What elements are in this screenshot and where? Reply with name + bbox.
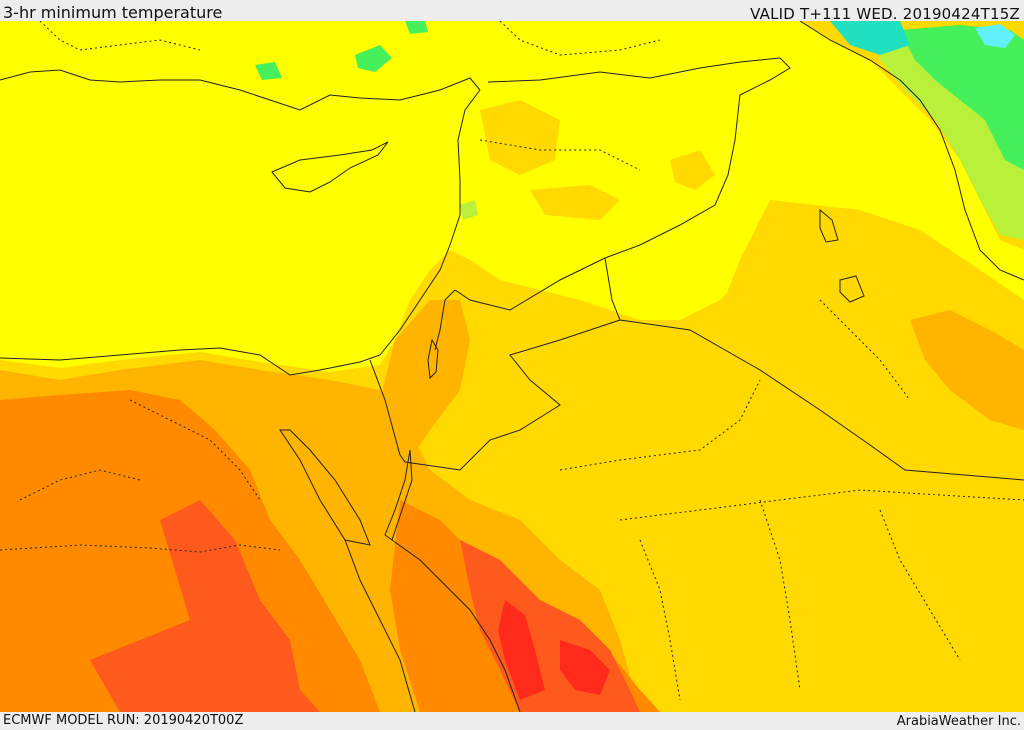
field-green-spot-1 (355, 45, 392, 72)
field-amber-east (910, 310, 1024, 430)
mediterranean-south-coast (0, 89, 481, 376)
map-canvas[interactable] (0, 21, 1024, 712)
field-green-spot-3 (405, 21, 428, 34)
country-borders (369, 21, 1024, 481)
valid-time: VALID T+111 WED. 20190424T15Z (750, 5, 1020, 23)
title-bar: 3-hr minimum temperature VALID T+111 WED… (0, 0, 1024, 23)
field-green-spot-2 (255, 62, 282, 80)
field-red-spot (498, 600, 545, 700)
temperature-map (0, 21, 1024, 712)
field-gold-patch-3 (670, 150, 715, 190)
field-gold-east (720, 200, 1024, 480)
persian-gulf-lake (819, 208, 839, 243)
field-red-orange-west (90, 500, 320, 712)
field-red-spot-2 (560, 640, 610, 695)
coastlines (0, 69, 865, 712)
red-sea-coast-east (391, 539, 521, 712)
field-cyan (830, 21, 910, 55)
map-title: 3-hr minimum temperature (3, 3, 223, 22)
footer-bar: ECMWF MODEL RUN: 20190420T00Z ArabiaWeat… (0, 712, 1024, 729)
cyprus-outline (271, 141, 389, 193)
gulf-of-suez (279, 429, 371, 546)
lake-2 (839, 275, 865, 303)
field-gold-patch-1 (480, 100, 560, 175)
red-sea-coast-west (344, 539, 416, 712)
credit-label: ArabiaWeather Inc. (896, 714, 1021, 729)
field-green (900, 25, 1024, 170)
dead-sea (427, 338, 439, 380)
turkey-south-coast (0, 69, 481, 111)
model-run-label: ECMWF MODEL RUN: 20190420T00Z (3, 713, 244, 728)
field-aqua (975, 24, 1015, 48)
field-green-spot-4 (460, 200, 478, 220)
gulf-of-aqaba (384, 449, 413, 541)
field-gold-patch-2 (530, 185, 620, 220)
field-amber-levant (380, 300, 470, 460)
field-amber-sinai (250, 395, 400, 480)
field-yellow-north (0, 21, 1024, 372)
province-borders (0, 21, 1024, 701)
